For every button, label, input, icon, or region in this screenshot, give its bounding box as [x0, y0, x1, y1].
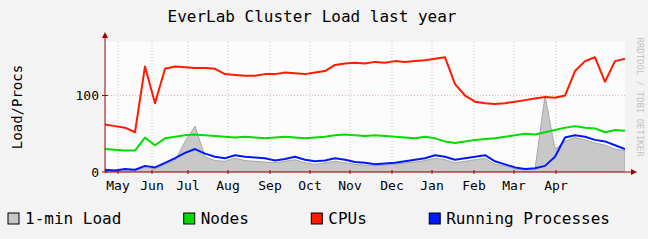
x-tick-label: Jul [176, 178, 199, 193]
legend-swatch [429, 213, 440, 224]
line-series [105, 135, 625, 170]
data-group [105, 57, 625, 172]
x-tick [228, 170, 229, 174]
x-tick [392, 170, 393, 174]
annotation: RRDTOOL / TOBI OETIKER [635, 37, 645, 157]
x-tick-label: May [106, 178, 130, 193]
x-tick-label: Feb [462, 178, 486, 193]
y-axis-label: Load/Procs [9, 65, 25, 149]
y-grid-line [105, 95, 625, 96]
legend-swatch [8, 213, 19, 224]
x-grid-line [228, 42, 229, 172]
x-grid-line [118, 42, 119, 172]
x-tick [474, 170, 475, 174]
background [0, 0, 648, 239]
legend-swatch [311, 213, 322, 224]
plot-area [105, 42, 625, 172]
y-tick [102, 95, 108, 96]
x-tick [350, 170, 351, 174]
x-axis-arrow [631, 169, 637, 175]
legend-label: Nodes [201, 209, 249, 228]
legend-item: CPUs [311, 209, 367, 228]
x-tick [270, 170, 271, 174]
x-tick-label: Dec [380, 178, 403, 193]
y-tick-label: 100 [76, 88, 99, 103]
legend-item: Nodes [184, 209, 249, 228]
x-tick-label: Apr [544, 178, 568, 193]
x-axis-line [105, 172, 625, 173]
line-series [105, 57, 625, 132]
x-tick [118, 170, 119, 174]
x-grid-line [474, 42, 475, 172]
x-tick-label: Sep [258, 178, 282, 193]
x-grid-line [270, 42, 271, 172]
x-tick-label: Jan [420, 178, 443, 193]
x-grid-line [310, 42, 311, 172]
x-tick [152, 170, 153, 174]
x-tick [556, 170, 557, 174]
x-tick-label: Oct [298, 178, 321, 193]
x-tick [432, 170, 433, 174]
y-grid-line [105, 172, 625, 173]
x-tick-label: Nov [338, 178, 362, 193]
legend-label: Running Processes [446, 209, 610, 228]
legend-item: 1-min Load [8, 209, 121, 228]
x-tick-label: Jun [140, 178, 163, 193]
x-tick [310, 170, 311, 174]
y-tick [102, 172, 108, 173]
y-tick-label: 0 [91, 165, 99, 180]
y-axis-arrow [102, 32, 108, 38]
x-tick-label: Mar [502, 178, 526, 193]
legend-label: CPUs [328, 209, 367, 228]
x-grid-line [152, 42, 153, 172]
y-axis-line [105, 42, 106, 172]
x-grid-line [432, 42, 433, 172]
chart: 0 100 May Jun Jul Aug Sep Oct Nov Dec Jan Feb Mar Apr… [0, 0, 648, 239]
line-series [105, 126, 625, 150]
legend-item: Running Processes [429, 209, 610, 228]
x-grid-line [514, 42, 515, 172]
legend-label: 1-min Load [25, 209, 121, 228]
legend-swatch [184, 213, 195, 224]
title: EverLab Cluster Load last year [168, 7, 457, 26]
x-tick [188, 170, 189, 174]
x-tick-label: Aug [216, 178, 239, 193]
x-tick [514, 170, 515, 174]
area-series [105, 96, 625, 172]
x-grid-line [350, 42, 351, 172]
